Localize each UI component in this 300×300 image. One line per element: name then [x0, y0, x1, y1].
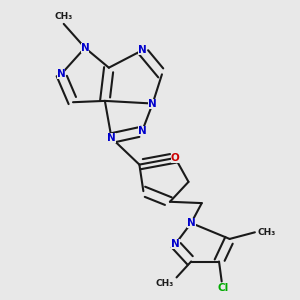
- Text: Cl: Cl: [218, 283, 229, 293]
- Text: N: N: [138, 45, 146, 56]
- Text: CH₃: CH₃: [156, 279, 174, 288]
- Text: N: N: [57, 69, 65, 79]
- Text: CH₃: CH₃: [257, 228, 276, 237]
- Text: N: N: [138, 126, 146, 136]
- Text: N: N: [81, 43, 89, 53]
- Text: N: N: [171, 239, 180, 249]
- Text: N: N: [107, 133, 116, 143]
- Text: CH₃: CH₃: [55, 12, 73, 21]
- Text: O: O: [171, 153, 180, 163]
- Text: N: N: [148, 98, 157, 109]
- Text: N: N: [187, 218, 196, 228]
